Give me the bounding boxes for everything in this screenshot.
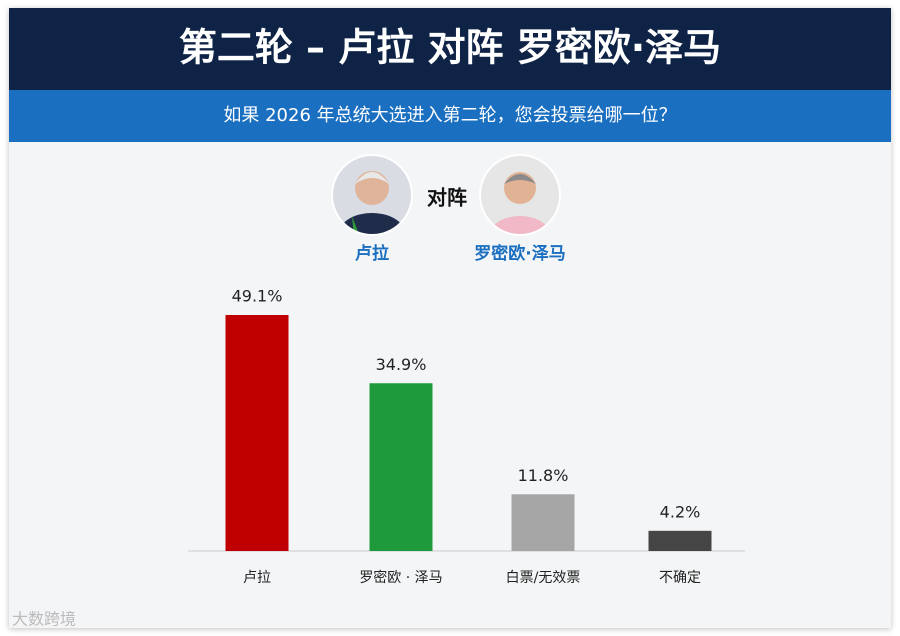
avatar-border	[331, 154, 413, 236]
subheader-band	[9, 90, 891, 142]
value-label: 34.9%	[376, 355, 427, 374]
candidate-name: 卢拉	[355, 243, 389, 264]
value-label: 11.8%	[518, 466, 569, 485]
avatar-border	[479, 154, 561, 236]
bar	[511, 494, 575, 551]
x-tick-label: 不确定	[659, 570, 701, 586]
watermark: 大数跨境	[12, 610, 76, 629]
x-tick-label: 卢拉	[243, 570, 271, 586]
value-label: 4.2%	[660, 502, 701, 521]
bar	[648, 530, 712, 551]
header-band	[9, 8, 891, 90]
avatar-right	[480, 155, 560, 235]
chart-title: 第二轮 – 卢拉 对阵 罗密欧·泽马	[179, 26, 721, 70]
bar	[369, 383, 433, 551]
versus-label: 对阵	[427, 186, 467, 210]
bar	[225, 315, 289, 551]
candidate-name: 罗密欧·泽马	[474, 243, 565, 264]
x-tick-label: 罗密欧 · 泽马	[359, 569, 442, 586]
x-tick-label: 白票/无效票	[506, 570, 581, 586]
chart-subtitle: 如果 2026 年总统大选进入第二轮，您会投票给哪一位？	[223, 105, 676, 126]
value-label: 49.1%	[232, 287, 283, 306]
